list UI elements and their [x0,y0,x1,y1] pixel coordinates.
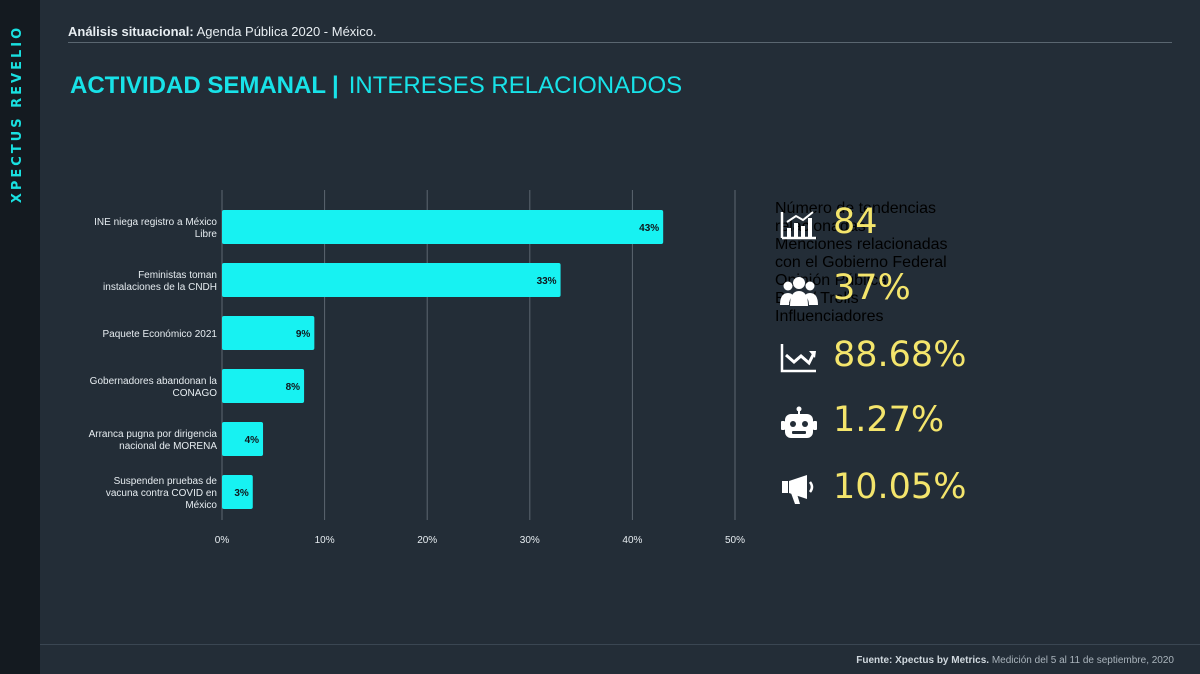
footer-divider [40,644,1200,645]
metric-value: 88.68% [833,335,967,375]
group-icon [779,274,819,308]
data-label: 4% [245,435,260,446]
footer-bold: Fuente: Xpectus by Metrics. [856,655,990,666]
robot-icon [779,406,819,440]
bar [222,369,305,403]
category-label-line: Arranca pugna por dirigencia [89,429,218,440]
metric-item: 1.27% [775,398,1175,448]
bar [222,210,664,244]
trend-chart-icon [779,341,819,375]
metric-label: Influenciadores [775,308,1175,326]
category-label: INE niega registro a México Libre [94,217,217,240]
category-label-line: Suspenden pruebas de [114,476,218,487]
data-label: 33% [537,276,557,287]
footer-text: Medición del 5 al 11 de septiembre, 2020 [989,655,1174,666]
data-label: 8% [286,382,301,393]
bar [222,263,561,297]
metrics-panel: 84 Número de tendencias relacionadas 37% Men… [775,200,1175,530]
data-label: 43% [639,223,659,234]
category-label: Arranca pugna por dirigencia nacional de … [89,429,218,452]
bar [222,316,315,350]
category-label: Gobernadores abandonan la CONAGO [90,376,218,399]
category-label-line: instalaciones de la CNDH [103,282,217,293]
metric-label-line: con el Gobierno Federal [775,254,947,271]
x-tick-label: 40% [622,535,642,546]
metric-value: 10.05% [833,467,967,507]
metric-item: 88.68% [775,333,1175,383]
header-bold: Análisis situacional: [68,24,194,39]
page-title: ACTIVIDAD SEMANAL | INTERESES RELACIONADOS [70,72,682,100]
footer-source: Fuente: Xpectus by Metrics. Medición del… [856,655,1174,666]
category-label-line: nacional de MORENA [119,441,217,452]
bar [222,475,253,509]
metric-value: 1.27% [833,400,945,440]
category-label: Suspenden pruebas de vacuna contra COVID … [106,476,218,511]
category-label-line: Gobernadores abandonan la [90,376,218,387]
category-label: Paquete Económico 2021 [102,329,217,340]
megaphone-icon [779,473,819,507]
metric-label-line: Influenciadores [775,308,884,325]
metric-value: 37% [833,268,911,308]
category-label: Feministas toman instalaciones de la CNDH [103,270,217,293]
x-tick-label: 0% [215,535,230,546]
x-tick-label: 30% [520,535,540,546]
metric-label: Menciones relacionadas con el Gobierno Fe… [775,236,1175,272]
bar [222,422,264,456]
metric-item: 84 [775,200,1175,250]
category-label-line: Feministas toman [138,270,217,281]
page-header: Análisis situacional: Agenda Pública 202… [68,24,377,39]
category-label-line: vacuna contra COVID en [106,488,217,499]
data-label: 3% [234,488,249,499]
metric-label-line: Número de tendencias [775,200,936,217]
bar-chart-icon [779,208,819,242]
bar-chart: 0% 10% 20% 30% 40% 50% 43% INE niega registro a… [89,190,745,546]
metric-item: 37% [775,266,1175,316]
sidebar: XPECTUS REVELIO [0,0,40,674]
category-label-line: CONAGO [173,388,218,399]
title-separator: | [332,72,339,99]
category-label-line: Paquete Económico 2021 [102,329,217,340]
category-label-line: Libre [195,229,218,240]
metric-item: 10.05% [775,465,1175,515]
brand: XPECTUS REVELIO [6,24,34,204]
brand-logo-text: XPECTUS REVELIO [10,24,25,204]
x-tick-label: 10% [315,535,335,546]
x-tick-label: 20% [417,535,437,546]
x-tick-label: 50% [725,535,745,546]
title-bold: ACTIVIDAD SEMANAL [70,72,326,99]
title-rest: INTERESES RELACIONADOS [348,72,683,99]
metric-label-line: Menciones relacionadas [775,236,948,253]
category-label-line: México [185,500,217,511]
metric-value: 84 [833,202,878,242]
header-divider [68,42,1172,43]
header-text: Agenda Pública 2020 - México. [193,24,377,39]
data-label: 9% [296,329,311,340]
category-label-line: INE niega registro a México [94,217,217,228]
